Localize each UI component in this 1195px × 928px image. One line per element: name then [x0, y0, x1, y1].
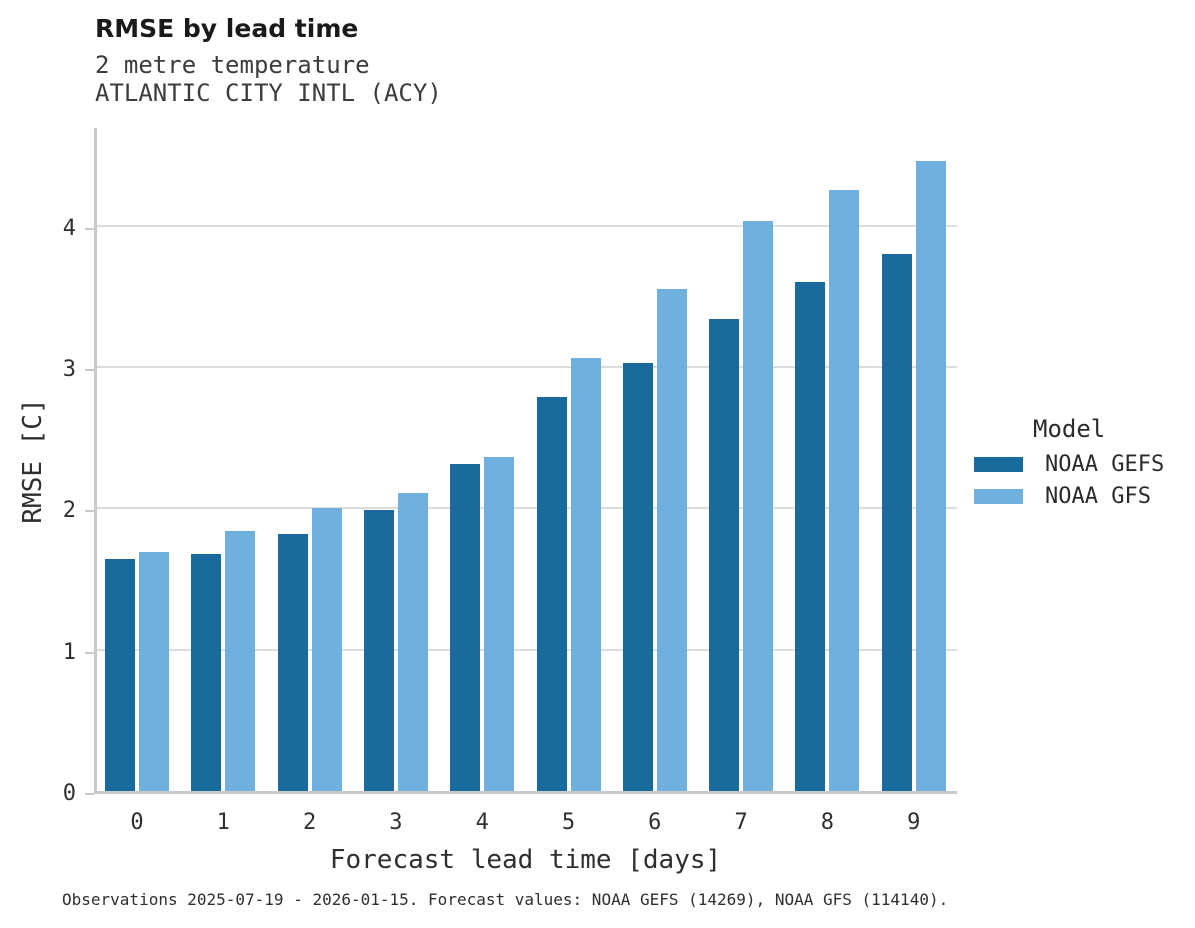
gridline-y-1: [97, 648, 957, 651]
y-tick-label-4: 4: [62, 215, 76, 241]
bar-noaa-gefs-day-6: [622, 362, 653, 791]
bar-noaa-gfs-day-5: [570, 358, 601, 791]
x-tick-label-3: 3: [389, 810, 403, 835]
legend-swatch-noaa-gfs: [974, 488, 1023, 504]
chart-title: RMSE by lead time: [95, 14, 359, 43]
bar-noaa-gefs-day-3: [363, 509, 394, 791]
bar-noaa-gefs-day-9: [881, 253, 912, 791]
x-tick-label-6: 6: [648, 810, 662, 835]
caption: Observations 2025-07-19 - 2026-01-15. Fo…: [62, 890, 949, 909]
y-tick-mark-4: [85, 227, 94, 230]
y-tick-mark-3: [85, 368, 94, 371]
x-tick-label-2: 2: [302, 810, 317, 835]
y-tick-mark-0: [85, 793, 94, 795]
legend-swatch-noaa-gefs: [974, 456, 1023, 472]
x-tick-label-0: 0: [130, 810, 144, 835]
bar-noaa-gfs-day-7: [743, 221, 774, 791]
bar-noaa-gfs-day-9: [915, 160, 946, 791]
bar-noaa-gfs-day-3: [397, 492, 428, 791]
bar-noaa-gfs-day-0: [139, 552, 169, 791]
gridline-y-4: [97, 224, 957, 227]
y-tick-label-3: 3: [62, 356, 76, 382]
plot-area: [94, 128, 957, 794]
gridline-y-2: [97, 507, 957, 510]
legend-item-noaa-gefs: NOAA GEFS: [974, 451, 1164, 477]
bar-noaa-gfs-day-1: [225, 530, 256, 791]
x-tick-label-9: 9: [907, 810, 921, 835]
legend-label-noaa-gefs: NOAA GEFS: [1045, 451, 1165, 477]
x-tick-label-1: 1: [216, 810, 230, 835]
x-tick-label-8: 8: [820, 810, 835, 835]
y-tick-label-1: 1: [62, 639, 76, 665]
x-tick-label-5: 5: [561, 810, 576, 835]
x-tick-label-7: 7: [734, 810, 748, 835]
bar-noaa-gfs-day-6: [656, 289, 687, 791]
chart-subtitle-variable: 2 metre temperature: [95, 51, 370, 79]
bar-noaa-gefs-day-0: [105, 559, 135, 791]
gridline-y-3: [97, 365, 957, 368]
bar-noaa-gefs-day-1: [191, 553, 222, 791]
bar-noaa-gefs-day-8: [795, 282, 826, 791]
y-tick-mark-2: [85, 510, 94, 513]
y-tick-mark-1: [85, 651, 94, 654]
x-tick-label-4: 4: [475, 810, 489, 835]
bar-noaa-gfs-day-8: [829, 190, 860, 791]
bar-noaa-gefs-day-2: [277, 533, 308, 791]
bar-noaa-gfs-day-4: [484, 457, 515, 791]
bar-noaa-gefs-day-5: [536, 396, 567, 791]
bar-noaa-gefs-day-4: [450, 464, 481, 791]
legend-item-noaa-gfs: NOAA GFS: [974, 483, 1151, 509]
y-tick-label-2: 2: [62, 498, 76, 524]
bar-noaa-gfs-day-2: [311, 508, 342, 791]
legend-title: Model: [1033, 415, 1106, 443]
bar-noaa-gefs-day-7: [709, 318, 740, 791]
x-axis-label: Forecast lead time [days]: [329, 845, 722, 875]
chart-subtitle-station: ATLANTIC CITY INTL (ACY): [95, 79, 442, 107]
y-tick-label-0: 0: [62, 781, 76, 806]
legend-label-noaa-gfs: NOAA GFS: [1045, 483, 1151, 509]
